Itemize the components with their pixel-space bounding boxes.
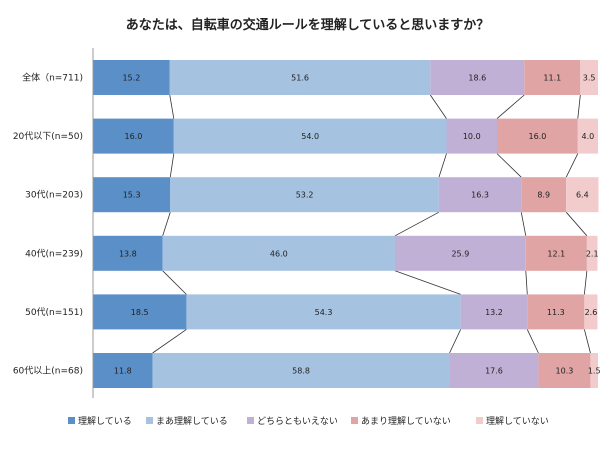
connector-line [583,329,591,354]
chart-title: あなたは、自転車の交通ルールを理解していると思いますか？ [125,18,490,33]
data-label: 10.3 [556,367,574,376]
connector-line [565,153,579,178]
data-label: 4.0 [582,132,595,141]
bar-segment [93,294,187,330]
bar-segment [152,353,450,388]
bar-segment [497,118,578,154]
category-label: 40代(n=239) [25,248,83,259]
bar-segment [93,118,174,154]
data-label: 15.3 [123,191,141,200]
data-label: 18.5 [131,308,149,317]
bar-segment [173,118,447,154]
data-label: 15.2 [122,74,140,83]
connector-line [520,212,527,236]
data-label: 46.0 [270,249,288,258]
data-label: 16.0 [528,132,546,141]
data-label: 3.5 [583,74,596,83]
legend-label: あまり理解していない [361,415,451,427]
connector-line [438,153,447,178]
bar-segment [438,177,522,213]
bar-segment [584,294,598,330]
data-label: 13.2 [485,308,503,317]
bar-segment [93,177,171,213]
bar-segment [521,177,567,213]
legend-swatch [476,417,483,424]
connector-line [394,270,461,295]
connector-line [162,270,187,295]
data-label: 53.2 [296,191,314,200]
data-label: 16.0 [124,132,142,141]
category-label: 全体（n=711) [22,72,83,84]
bar-segment [449,353,539,388]
bar-segment [460,294,528,330]
connector-line [152,329,187,354]
legend-label: まあ理解している [156,415,228,427]
data-label: 16.3 [471,191,489,200]
bar-segment [93,235,163,271]
data-label: 1.5 [588,367,601,376]
connector-line [577,94,581,119]
connector-line [394,211,440,237]
bar-segment [586,235,598,271]
category-label: 30代(n=203) [25,190,83,201]
data-label: 8.9 [537,191,550,200]
connector-line [496,94,525,119]
data-label: 10.0 [463,132,481,141]
connector-line [169,153,175,178]
bar-segment [430,60,525,95]
connector-line [583,270,588,295]
legend-label: 理解していない [486,415,549,427]
data-label: 17.6 [485,367,503,376]
bar-segment [525,235,587,271]
data-label: 54.0 [301,132,319,141]
data-label: 11.1 [543,74,561,83]
bar-segment [186,294,461,330]
legend-label: 理解している [78,415,132,427]
bar-segment [577,118,598,154]
bar-segment [538,353,591,388]
bar-segment [93,353,153,388]
bar-segment [580,60,598,95]
bar-segment [394,235,526,271]
data-label: 6.4 [576,191,589,200]
data-label: 25.9 [451,249,469,258]
connector-line [449,329,462,354]
data-label: 13.8 [119,249,137,258]
data-label: 2.6 [585,308,598,317]
legend-label: どちらともいえない [257,416,338,427]
data-label: 11.8 [114,367,132,376]
data-label: 51.6 [291,74,309,83]
bar-segment [590,353,598,388]
bar-segment [527,294,585,330]
legend-swatch [68,417,75,424]
data-label: 54.3 [315,308,333,317]
legend-swatch [247,417,254,424]
bar-segment [170,177,439,213]
category-label: 20代以下(n=50) [13,131,83,142]
bar-segment [162,235,395,271]
data-label: 18.6 [468,74,486,83]
bar-segment [566,177,599,213]
connector-line [526,329,539,354]
connector-line [162,212,171,236]
category-label: 50代(n=151) [25,307,83,318]
legend-swatch [146,417,153,424]
connector-line [169,94,175,119]
connector-line [565,211,588,237]
category-label: 60代以上(n=68) [13,366,83,377]
connector-line [496,153,522,178]
data-label: 12.1 [547,249,565,258]
bar-segment [446,118,497,154]
bar-segment [169,60,431,95]
bar-segment [93,60,170,95]
legend-swatch [351,417,358,424]
bar-segment [524,60,581,95]
data-label: 2.1 [586,249,599,258]
connector-line [525,270,528,295]
data-label: 11.3 [547,308,565,317]
connector-line [430,94,447,119]
data-label: 58.8 [292,367,310,376]
